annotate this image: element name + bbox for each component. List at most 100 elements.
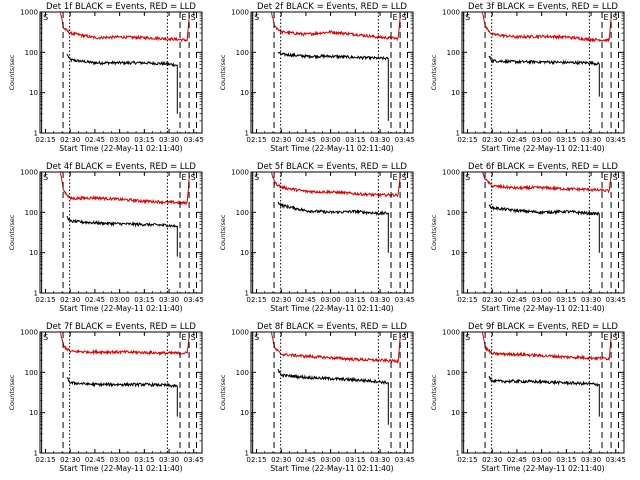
y-tick-label: 1 [456, 130, 460, 138]
marker-label: E [182, 13, 187, 22]
panel-title: Det 4f BLACK = Events, RED = LLD [46, 162, 196, 172]
y-tick-label: 10 [451, 409, 460, 417]
plot-frame [461, 171, 625, 294]
lld-series-line [481, 332, 612, 362]
detector-panel: Det 8f BLACK = Events, RED = LLD Counts/s… [219, 322, 415, 473]
x-tick-label: 03:45 [395, 136, 415, 144]
y-tick-label: 1000 [20, 9, 38, 17]
x-tick-label: 02:30 [271, 296, 291, 304]
y-tick-label: 100 [236, 369, 249, 377]
lld-series-line [481, 12, 612, 43]
marker-label: E [393, 333, 398, 342]
y-tick-label: 10 [240, 89, 249, 97]
events-series-line [488, 375, 600, 417]
y-tick-label: 1 [456, 290, 460, 298]
x-tick-label: 03:00 [110, 296, 130, 304]
y-tick-label: 1000 [20, 169, 38, 177]
y-tick-label: 10 [29, 89, 38, 97]
marker-label: S [191, 173, 196, 182]
marker-label: E [393, 13, 398, 22]
x-tick-label: 03:15 [134, 456, 154, 464]
x-tick-label: 03:30 [370, 296, 390, 304]
x-tick-label: 02:30 [482, 456, 502, 464]
y-tick-label: 100 [236, 49, 249, 57]
lld-series-line [270, 172, 401, 198]
x-axis-label: Start Time (22-May-11 02:11:40) [481, 304, 604, 313]
x-tick-label: 02:15 [35, 456, 55, 464]
plot-frame [250, 331, 414, 454]
x-tick-label: 02:30 [482, 296, 502, 304]
marker-label: S [254, 13, 259, 22]
lld-series-line [59, 172, 190, 206]
events-series-line [66, 215, 178, 257]
x-tick-label: 03:15 [556, 296, 576, 304]
y-tick-label: 100 [236, 209, 249, 217]
marker-label: S [43, 333, 48, 342]
y-tick-label: 10 [451, 249, 460, 257]
y-tick-label: 1 [245, 450, 249, 458]
marker-label: S [191, 333, 196, 342]
events-series-line [277, 51, 389, 121]
detector-panel: Det 5f BLACK = Events, RED = LLD Counts/s… [219, 162, 415, 313]
y-axis-label: Counts/sec [219, 54, 227, 90]
x-tick-label: 03:00 [110, 136, 130, 144]
x-tick-label: 02:45 [296, 136, 316, 144]
panel-title: Det 6f BLACK = Events, RED = LLD [468, 162, 618, 172]
x-tick-label: 02:45 [507, 136, 527, 144]
x-tick-label: 03:45 [184, 456, 204, 464]
plot-frame [39, 11, 203, 134]
marker-label: S [465, 173, 470, 182]
marker-label: S [402, 173, 407, 182]
x-tick-label: 03:45 [606, 456, 626, 464]
x-tick-label: 03:30 [159, 296, 179, 304]
y-axis-label: Counts/sec [8, 214, 16, 250]
x-tick-label: 02:30 [60, 296, 80, 304]
x-tick-label: 03:15 [345, 136, 365, 144]
x-tick-label: 03:45 [395, 296, 415, 304]
panel-title: Det 7f BLACK = Events, RED = LLD [46, 322, 196, 332]
y-tick-label: 10 [29, 409, 38, 417]
y-tick-label: 100 [447, 49, 460, 57]
detector-panel: Det 3f BLACK = Events, RED = LLD Counts/s… [430, 2, 626, 153]
lld-series-line [481, 172, 612, 194]
y-tick-label: 10 [29, 249, 38, 257]
x-tick-label: 03:00 [532, 456, 552, 464]
y-axis-label: Counts/sec [219, 374, 227, 410]
y-tick-label: 100 [25, 369, 38, 377]
detector-panel: Det 1f BLACK = Events, RED = LLD Counts/s… [8, 2, 204, 153]
x-axis-label: Start Time (22-May-11 02:11:40) [59, 144, 182, 153]
x-tick-label: 03:30 [581, 296, 601, 304]
x-tick-label: 03:30 [159, 456, 179, 464]
panel-title: Det 1f BLACK = Events, RED = LLD [46, 2, 196, 12]
marker-label: E [604, 13, 609, 22]
x-tick-label: 02:15 [35, 296, 55, 304]
marker-label: S [402, 13, 407, 22]
x-axis-label: Start Time (22-May-11 02:11:40) [481, 464, 604, 473]
x-tick-label: 02:45 [507, 456, 527, 464]
marker-label: S [613, 173, 618, 182]
events-series-line [66, 53, 178, 114]
marker-label: S [191, 13, 196, 22]
y-tick-label: 1000 [231, 329, 249, 337]
y-axis-label: Counts/sec [430, 374, 438, 410]
marker-label: S [465, 13, 470, 22]
y-tick-label: 10 [240, 409, 249, 417]
x-tick-label: 03:30 [581, 136, 601, 144]
lld-series-line [270, 332, 401, 364]
events-series-line [488, 204, 600, 253]
x-tick-label: 03:30 [159, 136, 179, 144]
y-tick-label: 1000 [231, 9, 249, 17]
plot-frame [39, 171, 203, 294]
plot-frame [39, 331, 203, 454]
x-tick-label: 03:00 [321, 136, 341, 144]
y-tick-label: 100 [447, 369, 460, 377]
x-tick-label: 02:30 [271, 136, 291, 144]
panel-title: Det 2f BLACK = Events, RED = LLD [257, 2, 407, 12]
marker-label: E [604, 173, 609, 182]
x-tick-label: 02:15 [457, 456, 477, 464]
x-tick-label: 03:00 [321, 456, 341, 464]
plot-frame [250, 11, 414, 134]
y-axis-label: Counts/sec [8, 54, 16, 90]
x-tick-label: 03:30 [370, 456, 390, 464]
y-tick-label: 10 [451, 89, 460, 97]
